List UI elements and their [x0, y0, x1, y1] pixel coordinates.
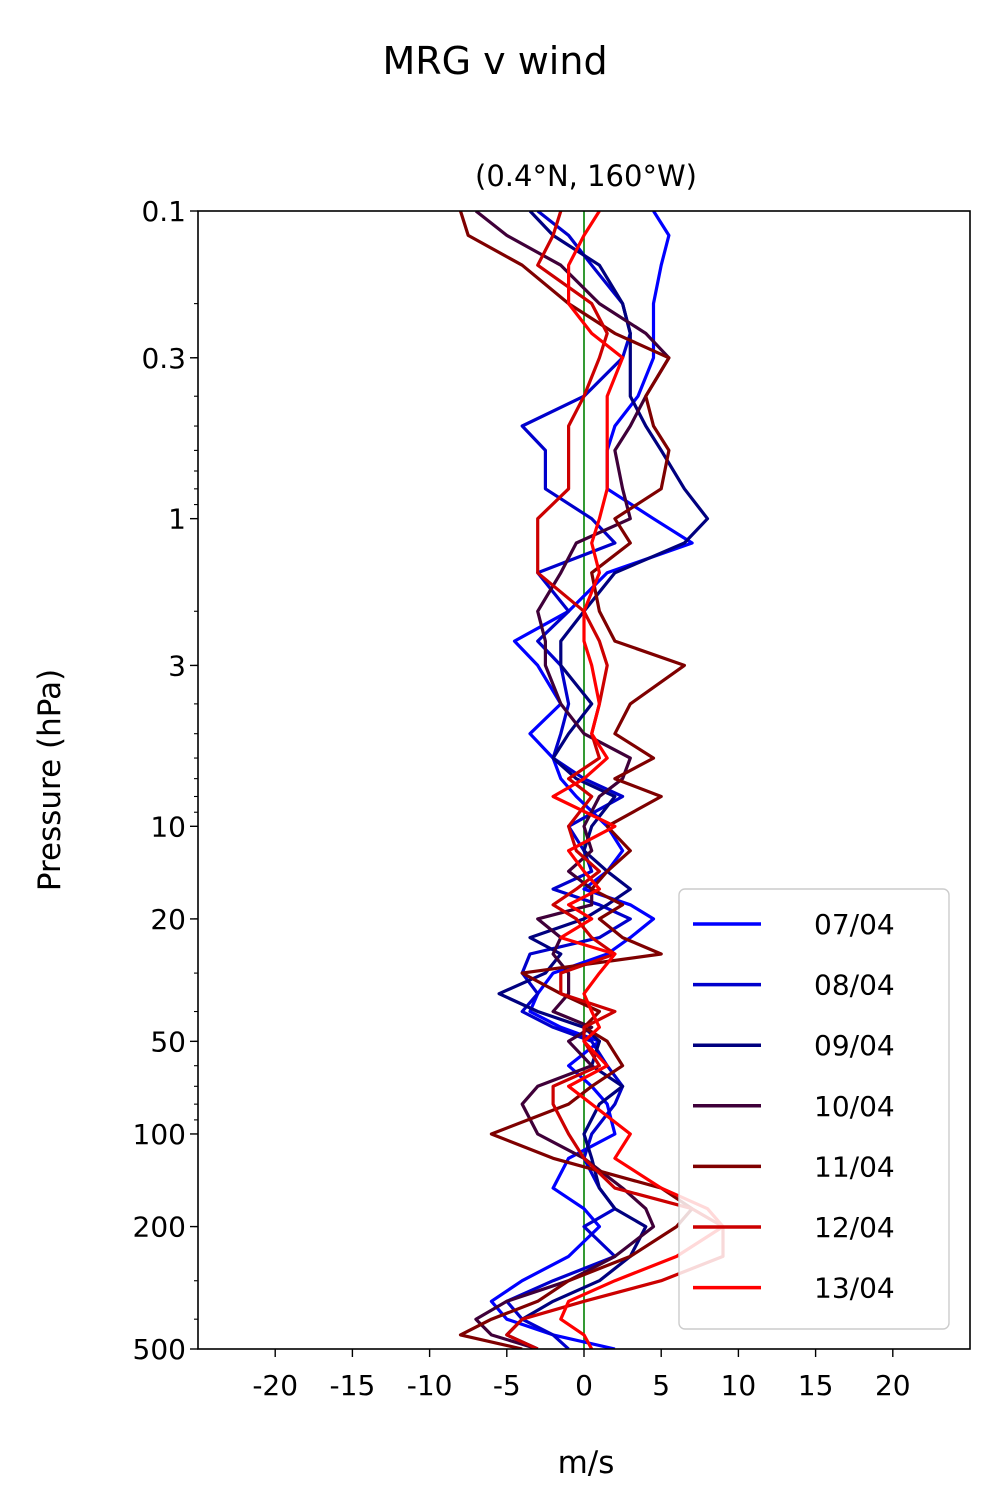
legend-label: 10/04 — [814, 1090, 895, 1123]
axes-layer: -20 -15 -10 -5 0 5 10 15 20 0.1 0.3 1 3 10 20 50 100 200 5… — [133, 195, 971, 1402]
y-tick-label: 1 — [168, 503, 186, 536]
y-axis-label: Pressure (hPa) — [32, 669, 68, 891]
x-tick-label: -5 — [493, 1369, 521, 1402]
y-tick-label: 50 — [150, 1025, 186, 1058]
y-tick-label: 3 — [168, 649, 186, 682]
x-tick-label: -15 — [330, 1369, 376, 1402]
legend-label: 07/04 — [814, 908, 895, 941]
legend: 07/04 08/04 09/04 10/04 11/04 12/04 13/04 — [678, 888, 950, 1330]
series-layer — [458, 211, 725, 1349]
x-tick-label: -10 — [407, 1369, 453, 1402]
legend-box — [678, 888, 950, 1330]
y-tick-label: 100 — [133, 1118, 186, 1151]
legend-label: 13/04 — [814, 1272, 895, 1305]
series-line-1 — [489, 211, 694, 1349]
x-tick-label: 5 — [652, 1369, 670, 1402]
series-line-7 — [551, 211, 725, 1349]
x-tick-label: 10 — [721, 1369, 757, 1402]
y-tick-label: 0.1 — [141, 195, 186, 228]
legend-label: 09/04 — [814, 1029, 895, 1062]
chart-title: MRG v wind — [382, 39, 607, 83]
x-axis-label: m/s — [558, 1445, 615, 1481]
y-tick-label: 0.3 — [141, 342, 186, 375]
series-line-3 — [497, 211, 710, 1349]
legend-label: 11/04 — [814, 1150, 895, 1183]
y-tick-label: 200 — [133, 1211, 186, 1244]
legend-label: 12/04 — [814, 1211, 895, 1244]
y-tick-label: 10 — [150, 810, 186, 843]
legend-label: 08/04 — [814, 969, 895, 1002]
y-tick-label: 20 — [150, 903, 186, 936]
x-tick-label: 0 — [575, 1369, 593, 1402]
y-tick-label: 500 — [133, 1333, 186, 1366]
x-tick-label: 15 — [798, 1369, 834, 1402]
x-tick-label: 20 — [875, 1369, 911, 1402]
chart-subtitle: (0.4°N, 160°W) — [475, 159, 697, 193]
series-line-6 — [505, 211, 725, 1349]
x-tick-label: -20 — [252, 1369, 298, 1402]
